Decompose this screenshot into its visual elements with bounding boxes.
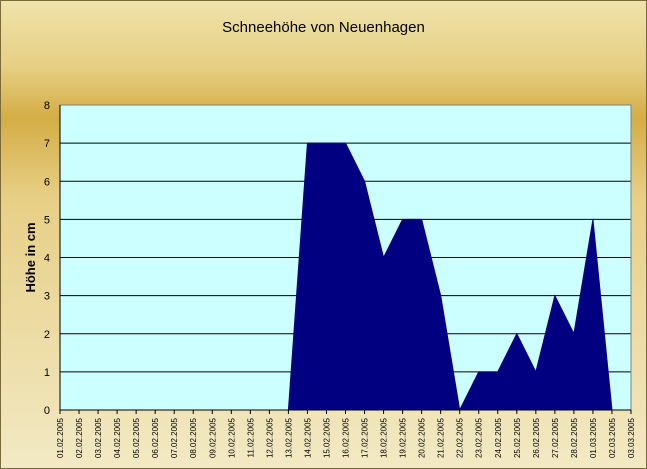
x-tick-label: 26.02.2005 — [532, 417, 541, 458]
y-tick-label: 3 — [44, 291, 50, 303]
y-tick-label: 6 — [44, 176, 50, 188]
x-tick-label: 10.02.2005 — [227, 417, 236, 458]
x-tick-label: 03.02.2005 — [94, 417, 103, 458]
x-tick-label: 28.02.2005 — [570, 417, 579, 458]
y-tick-label: 8 — [44, 100, 50, 112]
x-tick-label: 05.02.2005 — [132, 417, 141, 458]
x-tick-label: 11.02.2005 — [246, 417, 255, 457]
x-tick-label: 24.02.2005 — [494, 417, 503, 458]
x-tick-label: 17.02.2005 — [361, 417, 370, 458]
x-tick-label: 09.02.2005 — [208, 417, 217, 458]
x-tick-label: 21.02.2005 — [437, 417, 446, 458]
x-tick-label: 12.02.2005 — [265, 417, 274, 458]
x-tick-label: 20.02.2005 — [418, 417, 427, 458]
x-tick-label: 25.02.2005 — [513, 417, 522, 458]
x-tick-label: 16.02.2005 — [342, 417, 351, 458]
x-tick-label: 14.02.2005 — [303, 417, 312, 458]
x-tick-label: 07.02.2005 — [170, 417, 179, 458]
x-tick-label: 06.02.2005 — [151, 417, 160, 458]
x-tick-label: 08.02.2005 — [189, 417, 198, 458]
x-tick-label: 18.02.2005 — [380, 417, 389, 458]
chart-title: Schneehöhe von Neuenhagen — [222, 19, 425, 36]
y-tick-label: 7 — [44, 138, 50, 150]
x-tick-label: 19.02.2005 — [399, 417, 408, 458]
y-tick-label: 5 — [44, 214, 50, 226]
y-tick-label: 0 — [44, 405, 50, 417]
x-tick-label: 23.02.2005 — [475, 417, 484, 458]
y-axis-label: Höhe in cm — [23, 222, 38, 292]
x-tick-label: 15.02.2005 — [322, 417, 331, 458]
x-tick-label: 13.02.2005 — [284, 417, 293, 458]
x-tick-label: 02.02.2005 — [75, 417, 84, 458]
x-tick-label: 27.02.2005 — [551, 417, 560, 458]
x-tick-label: 01.03.2005 — [589, 417, 598, 458]
x-tick-label: 04.02.2005 — [113, 417, 122, 458]
y-tick-label: 1 — [44, 367, 50, 379]
x-tick-label: 22.02.2005 — [456, 417, 465, 458]
x-tick-label: 03.03.2005 — [627, 417, 636, 458]
x-tick-label: 01.02.2005 — [56, 417, 65, 458]
y-tick-label: 4 — [44, 253, 50, 265]
y-tick-label: 2 — [44, 329, 50, 341]
x-tick-label: 02.03.2005 — [608, 417, 617, 458]
